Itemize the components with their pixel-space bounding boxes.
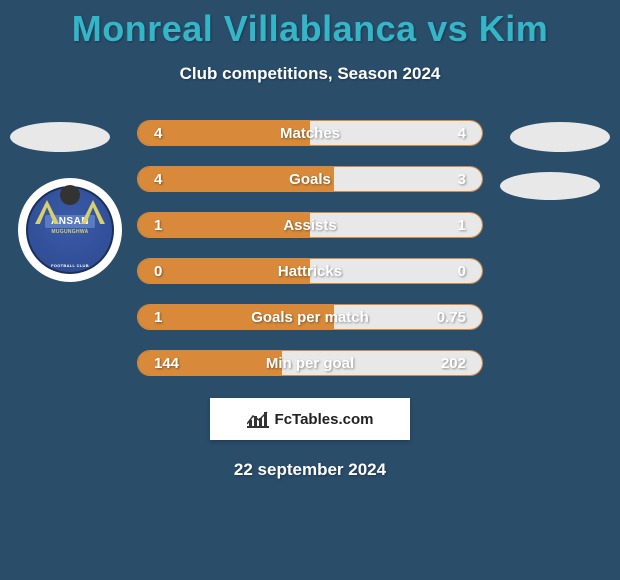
fctables-logo-icon	[247, 410, 269, 428]
stat-left-value: 4	[154, 125, 194, 142]
stat-left-value: 144	[154, 355, 194, 372]
club-banner: FOOTBALL CLUB	[51, 263, 89, 268]
content-area: ANSAN MUGUNGHWA FOOTBALL CLUB 4Matches44…	[0, 120, 620, 480]
stat-row: 4Matches4	[137, 120, 483, 146]
stat-left-value: 4	[154, 171, 194, 188]
stat-row: 144Min per goal202	[137, 350, 483, 376]
watermark: FcTables.com	[210, 398, 410, 440]
subtitle: Club competitions, Season 2024	[0, 64, 620, 84]
stat-right-value: 0.75	[426, 309, 466, 326]
stat-row: 1Goals per match0.75	[137, 304, 483, 330]
club-logo-inner: ANSAN MUGUNGHWA FOOTBALL CLUB	[26, 186, 114, 274]
stat-label: Hattricks	[194, 263, 426, 280]
stat-left-value: 1	[154, 309, 194, 326]
stat-label: Goals per match	[194, 309, 426, 326]
club-ball-icon	[60, 185, 80, 205]
club-logo: ANSAN MUGUNGHWA FOOTBALL CLUB	[18, 178, 122, 282]
watermark-text: FcTables.com	[275, 411, 374, 428]
stat-label: Min per goal	[194, 355, 426, 372]
stat-row: 4Goals3	[137, 166, 483, 192]
player-right-placeholder	[510, 122, 610, 152]
page-title: Monreal Villablanca vs Kim	[0, 0, 620, 50]
stat-left-value: 0	[154, 263, 194, 280]
player-left-placeholder	[10, 122, 110, 152]
player-right-placeholder-2	[500, 172, 600, 200]
stat-right-value: 3	[426, 171, 466, 188]
stat-right-value: 1	[426, 217, 466, 234]
stats-list: 4Matches44Goals31Assists10Hattricks01Goa…	[137, 120, 483, 376]
date-label: 22 september 2024	[0, 460, 620, 480]
stat-row: 1Assists1	[137, 212, 483, 238]
stat-row: 0Hattricks0	[137, 258, 483, 284]
stat-right-value: 202	[426, 355, 466, 372]
stat-left-value: 1	[154, 217, 194, 234]
stat-label: Matches	[194, 125, 426, 142]
stat-label: Goals	[194, 171, 426, 188]
stat-right-value: 0	[426, 263, 466, 280]
stat-label: Assists	[194, 217, 426, 234]
stat-right-value: 4	[426, 125, 466, 142]
